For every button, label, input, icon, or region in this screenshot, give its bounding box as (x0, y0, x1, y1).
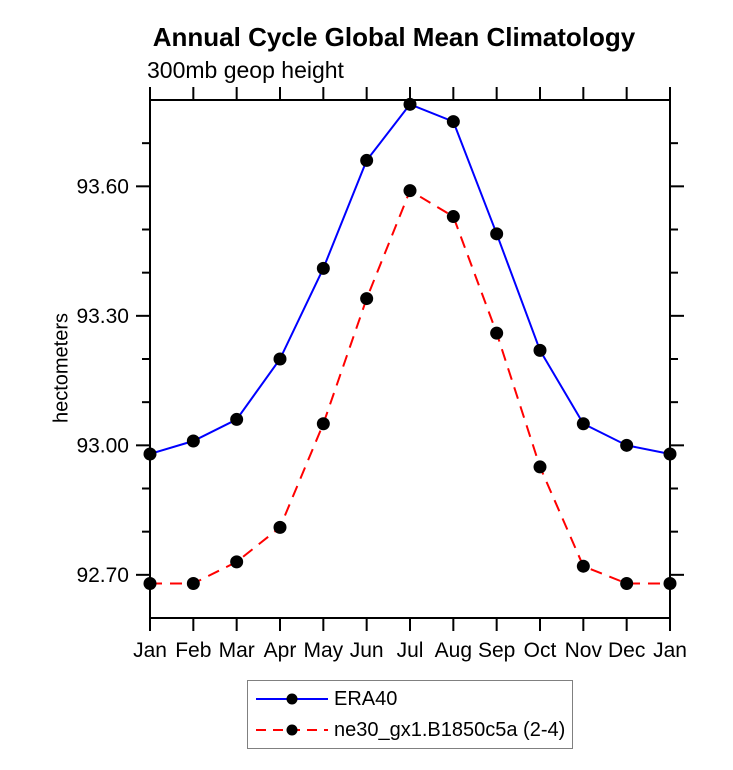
data-point (316, 417, 330, 431)
series-line (150, 189, 670, 585)
data-point (273, 520, 287, 534)
y-tick-label: 93.00 (76, 434, 129, 457)
data-point (403, 97, 417, 111)
data-point (143, 447, 157, 461)
x-tick-label: Jan (653, 639, 687, 662)
x-tick-label: May (303, 639, 343, 662)
y-tick-label: 93.60 (76, 175, 129, 198)
x-tick-label: Nov (565, 639, 603, 662)
x-tick-label: Jan (133, 639, 167, 662)
era40-sample-marker (286, 693, 298, 705)
data-point (620, 576, 634, 590)
data-point (230, 555, 244, 569)
chart-subtitle: 300mb geop height (147, 57, 344, 83)
data-point (273, 352, 287, 366)
x-tick-label: Jun (350, 639, 384, 662)
data-point (186, 576, 200, 590)
x-tick-label: Apr (264, 639, 297, 662)
data-point (403, 184, 417, 198)
y-tick-label: 92.70 (76, 564, 129, 587)
series-line (149, 103, 671, 455)
legend-label-era40: ERA40 (334, 687, 398, 710)
ne30-sample-marker (286, 724, 298, 736)
x-tick-label: Aug (435, 639, 472, 662)
data-point (230, 412, 244, 426)
data-point (663, 447, 677, 461)
data-point (446, 115, 460, 129)
y-tick-label: 93.30 (76, 305, 129, 328)
data-point (446, 210, 460, 224)
series-era40 (143, 97, 677, 461)
data-point (186, 434, 200, 448)
legend-label-ne30: ne30_gx1.B1850c5a (2-4) (334, 718, 566, 741)
data-point (533, 343, 547, 357)
x-tick-label: Sep (478, 639, 515, 662)
era40-line-sample (256, 693, 328, 705)
x-tick-label: Mar (219, 639, 255, 662)
legend-item-ne30: ne30_gx1.B1850c5a (2-4) (252, 717, 572, 743)
data-point (576, 559, 590, 573)
data-point (360, 153, 374, 167)
data-point (360, 292, 374, 306)
x-tick-label: Feb (175, 639, 211, 662)
data-point (533, 460, 547, 474)
x-tick-label: Dec (608, 639, 645, 662)
legend: ERA40 ne30_gx1.B1850c5a (2-4) (247, 680, 573, 749)
data-point (316, 261, 330, 275)
ne30-line-sample (256, 724, 328, 736)
y-axis: 92.70 93.00 93.30 93.60 (76, 142, 684, 587)
data-point (620, 438, 634, 452)
x-tick-label: Jul (397, 639, 424, 662)
x-axis: Jan Feb Mar Apr May Jun Jul Aug Sep Oct Nov Dec Jan (133, 87, 687, 662)
data-point (490, 326, 504, 340)
series-ne30-gx1-b1850c5a-2-4- (143, 184, 677, 590)
data-point (576, 417, 590, 431)
chart-title: Annual Cycle Global Mean Climatology (152, 22, 636, 52)
plot-frame (149, 99, 671, 619)
data-point (663, 576, 677, 590)
legend-item-era40: ERA40 (252, 686, 572, 712)
data-point (490, 227, 504, 241)
data-point (143, 576, 157, 590)
x-tick-label: Oct (524, 639, 557, 662)
